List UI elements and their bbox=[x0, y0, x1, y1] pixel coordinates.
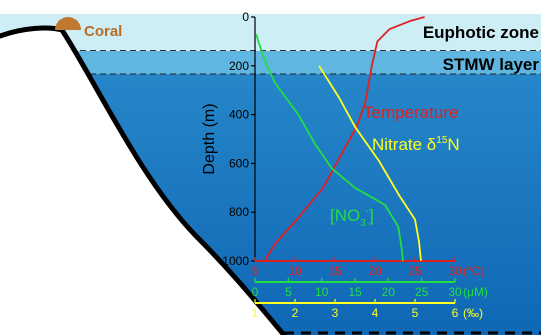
nitrate_conc-tick-label: 5 bbox=[285, 285, 292, 299]
nitrate-concentration-series-label: [NO3-] bbox=[330, 206, 374, 229]
temperature-tick-label: 25 bbox=[408, 264, 422, 278]
depth-tick-label: 1000 bbox=[222, 254, 249, 268]
nitrate_conc-tick-label: 25 bbox=[415, 285, 429, 299]
nitrate_isotope-tick-label: 5 bbox=[412, 306, 419, 320]
nitrate_isotope-tick-label: 2 bbox=[292, 306, 299, 320]
temperature-profile-line bbox=[263, 16, 425, 262]
nitrate_isotope-tick-label: 1 bbox=[252, 306, 259, 320]
nitrate_isotope-tick-label: 3 bbox=[332, 306, 339, 320]
nitrate-isotope-series-label: Nitrate δ15N bbox=[372, 135, 460, 154]
temperature-tick-label: 5 bbox=[252, 264, 259, 278]
nitrate_conc-unit-label: (μM) bbox=[463, 285, 488, 299]
coral-icon bbox=[55, 17, 81, 30]
nitrate_isotope-tick-label: 4 bbox=[372, 306, 379, 320]
nitrate_conc-tick-label: 20 bbox=[382, 285, 396, 299]
depth-tick-label: 0 bbox=[242, 10, 249, 24]
temperature-tick-label: 15 bbox=[328, 264, 342, 278]
nitrate_conc-tick-label: 30 bbox=[448, 285, 462, 299]
nitrate_conc-tick-label: 0 bbox=[252, 285, 259, 299]
nitrate_isotope-tick-label: 6 bbox=[452, 306, 459, 320]
nitrate_conc-tick-label: 10 bbox=[315, 285, 329, 299]
temperature-series-label: Temperature bbox=[363, 103, 458, 122]
depth-axis-title: Depth (m) bbox=[201, 103, 218, 174]
seafloor-line bbox=[0, 25, 287, 335]
depth-tick-label: 600 bbox=[229, 156, 249, 170]
depth-tick-label: 200 bbox=[229, 59, 249, 73]
temperature-tick-label: 30 bbox=[448, 264, 462, 278]
euphotic-zone-band bbox=[0, 14, 541, 51]
nitrate_conc-tick-label: 15 bbox=[348, 285, 362, 299]
stmw-layer-band bbox=[0, 50, 541, 74]
nitrate_isotope-profile-line bbox=[318, 65, 422, 262]
temperature-tick-label: 20 bbox=[368, 264, 382, 278]
coral-label: Coral bbox=[84, 23, 122, 40]
nitrate_conc-profile-line bbox=[255, 33, 404, 262]
temperature-tick-label: 10 bbox=[288, 264, 302, 278]
depth-tick-label: 800 bbox=[229, 205, 249, 219]
euphotic-zone-label: Euphotic zone bbox=[423, 23, 539, 42]
nitrate_isotope-unit-label: (‰) bbox=[463, 306, 483, 320]
sky-top bbox=[0, 0, 541, 14]
temperature-unit-label: (°C) bbox=[463, 264, 484, 278]
stmw-layer-label: STMW layer bbox=[443, 55, 540, 74]
depth-tick-label: 400 bbox=[229, 108, 249, 122]
